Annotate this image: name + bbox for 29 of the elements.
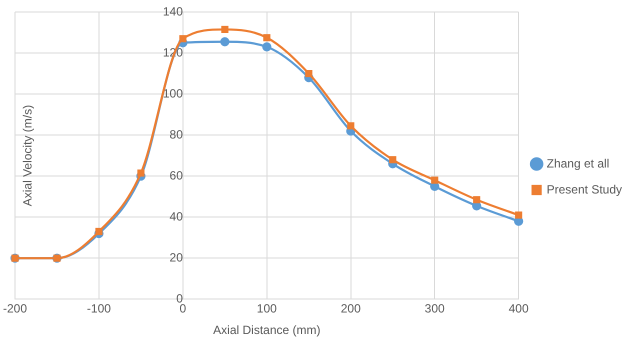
x-tick-label: 400 <box>508 302 529 316</box>
x-tick-label: 300 <box>424 302 446 316</box>
point <box>515 212 522 219</box>
y-tick-label: 40 <box>170 209 184 224</box>
point <box>179 35 186 42</box>
y-tick-label: 80 <box>170 127 184 142</box>
y-tick-label: 140 <box>162 4 184 18</box>
x-tick-label: -200 <box>2 302 28 316</box>
legend-label: Present Study <box>546 182 622 196</box>
point <box>221 26 228 34</box>
x-tick-label: -100 <box>86 302 112 316</box>
point <box>473 196 480 204</box>
point <box>220 37 230 46</box>
point <box>431 176 438 184</box>
y-tick-label: 20 <box>170 250 184 264</box>
point <box>389 156 396 164</box>
y-axis-title: Axial Velocity (m/s) <box>20 104 34 206</box>
point <box>262 42 272 52</box>
point <box>347 122 354 130</box>
point <box>305 70 312 78</box>
x-tick-label: 200 <box>340 302 362 316</box>
point <box>263 34 270 42</box>
point <box>137 169 144 177</box>
x-tick-label: 100 <box>256 302 278 316</box>
y-tick-label: 60 <box>170 168 184 182</box>
legend-label: Zhang et all <box>546 156 610 170</box>
point <box>95 228 103 236</box>
x-axis-title: Axial Distance (mm) <box>213 323 320 338</box>
y-tick-label: 100 <box>162 86 184 100</box>
